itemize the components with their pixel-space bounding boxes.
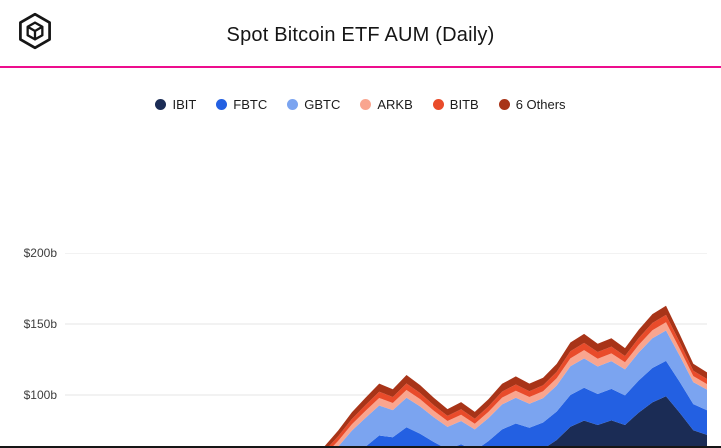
area-series-gbtc [338, 330, 707, 446]
area-series-6-others [324, 305, 707, 446]
legend-item-bitb[interactable]: BITB [432, 96, 479, 112]
legend-dot-icon [432, 98, 444, 110]
legend-label: IBIT [172, 96, 197, 112]
legend-label: FBTC [233, 96, 268, 112]
legend-label: GBTC [304, 96, 341, 112]
legend-dot-icon [498, 98, 510, 110]
legend-dot-icon [216, 98, 228, 110]
legend-label: 6 Others [515, 96, 566, 112]
chart-legend: IBIT FBTC GBTC ARKB BITB 6 Others [0, 95, 721, 113]
legend-item-ibit[interactable]: IBIT [155, 97, 196, 112]
legend-item-6-others[interactable]: 6 Others [498, 96, 566, 112]
legend-item-fbtc[interactable]: FBTC [216, 97, 267, 112]
legend-dot-icon [287, 98, 299, 110]
legend-item-arkb[interactable]: ARKB [360, 96, 413, 112]
area-series-fbtc [366, 360, 707, 446]
legend-label: ARKB [377, 96, 413, 112]
legend-label: BITB [449, 96, 479, 112]
stacked-area-chart: $0$50b$100b$150b$200b Jul '24Jan '25Jul … [0, 120, 721, 446]
y-axis: $0$50b$100b$150b$200b [0, 246, 57, 446]
area-series-ibit [547, 396, 707, 446]
legend-item-gbtc[interactable]: GBTC [287, 97, 340, 112]
legend-dot-icon [155, 98, 167, 110]
y-tick-label: $200b [23, 246, 57, 260]
legend-dot-icon [360, 98, 372, 110]
accent-divider [0, 66, 721, 68]
page-title: Spot Bitcoin ETF AUM (Daily) [226, 24, 495, 46]
logo-icon[interactable] [14, 10, 56, 52]
y-tick-label: $150b [23, 317, 57, 331]
area-series-bitb [329, 314, 707, 446]
y-tick-label: $100b [23, 388, 57, 402]
stacked-area-plot [65, 253, 707, 446]
area-series-arkb [333, 322, 707, 446]
